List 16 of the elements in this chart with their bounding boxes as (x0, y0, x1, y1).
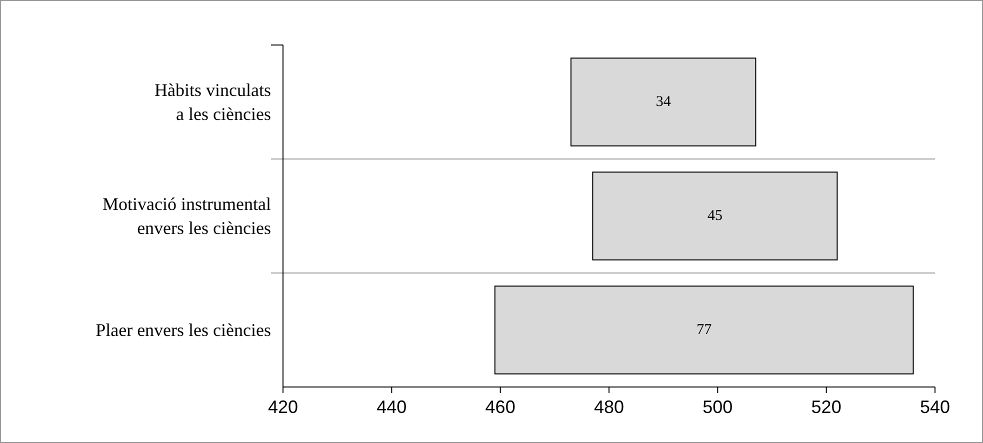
y-tick-label: Plaer envers les ciències (96, 320, 271, 340)
data-label: 45 (707, 208, 722, 224)
bar (570, 58, 756, 146)
x-tick-label: 500 (702, 397, 733, 417)
x-tick-label: 520 (811, 397, 842, 417)
x-tick-label: 540 (920, 397, 950, 417)
x-tick-label: 480 (594, 397, 624, 417)
x-tick-label: 420 (268, 397, 298, 417)
y-tick-label: Hàbits vinculats a les ciències (154, 80, 271, 124)
data-label: 34 (656, 94, 672, 110)
data-label: 77 (696, 322, 712, 338)
x-tick-label: 460 (485, 397, 516, 417)
bar (592, 172, 838, 260)
y-tick-label: Motivació instrumental envers les ciències (102, 194, 271, 238)
x-tick-label: 440 (376, 397, 407, 417)
bar (494, 286, 914, 374)
